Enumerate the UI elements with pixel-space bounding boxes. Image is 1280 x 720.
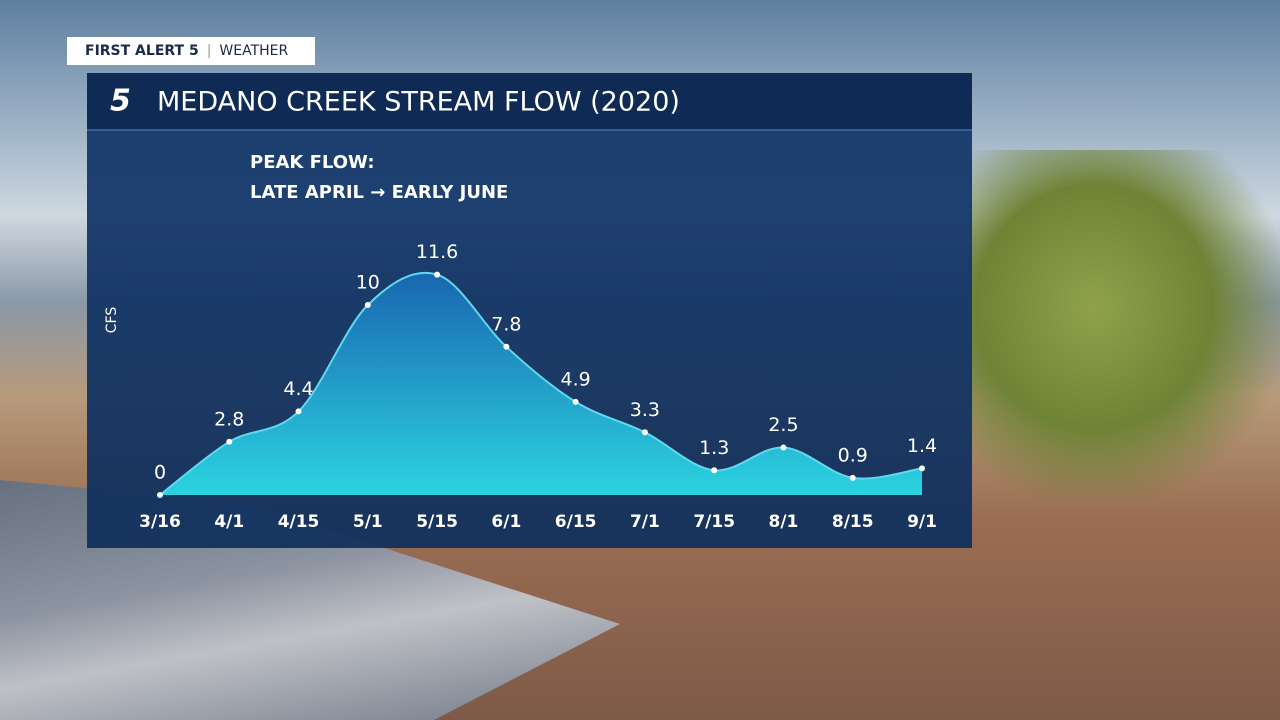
x-tick-label: 4/15 — [278, 512, 320, 532]
data-label: 2.5 — [768, 414, 798, 436]
x-tick-label: 6/15 — [555, 512, 597, 532]
point — [711, 467, 718, 474]
background-trees — [970, 150, 1280, 500]
data-label: 1.3 — [699, 437, 729, 459]
data-label: 4.9 — [561, 368, 591, 390]
x-tick-label: 4/1 — [214, 512, 244, 532]
brand-section: WEATHER — [219, 43, 289, 59]
data-label: 1.4 — [907, 435, 937, 457]
point — [295, 408, 302, 415]
x-tick-label: 5/1 — [353, 512, 383, 532]
x-tick-label: 5/15 — [416, 512, 458, 532]
brand-tag: FIRST ALERT 5 | WEATHER — [67, 37, 315, 65]
x-tick-label: 8/15 — [832, 512, 874, 532]
point — [503, 343, 510, 350]
point — [641, 429, 648, 436]
annotation: PEAK FLOW: — [250, 152, 375, 173]
data-label: 3.3 — [630, 399, 660, 421]
annotation: LATE APRIL → EARLY JUNE — [250, 182, 508, 203]
data-label: 0.9 — [838, 444, 868, 466]
point — [226, 438, 233, 445]
x-tick-label: 7/1 — [630, 512, 660, 532]
point — [849, 474, 856, 481]
point — [572, 398, 579, 405]
logo: 5 — [110, 84, 131, 119]
data-label: 0 — [154, 462, 166, 484]
title-bar — [87, 73, 972, 130]
data-label: 10 — [356, 272, 380, 294]
point — [780, 444, 787, 451]
x-tick-label: 8/1 — [769, 512, 799, 532]
x-tick-label: 7/15 — [693, 512, 735, 532]
chart-title: MEDANO CREEK STREAM FLOW (2020) — [157, 87, 680, 118]
data-label: 7.8 — [491, 313, 521, 335]
brand-name: FIRST ALERT 5 — [85, 43, 199, 59]
data-label: 4.4 — [283, 378, 313, 400]
point — [364, 302, 371, 308]
separator: | — [206, 43, 212, 59]
point — [157, 492, 163, 498]
point — [434, 271, 441, 278]
point — [919, 465, 925, 472]
x-tick-label: 3/16 — [139, 512, 181, 532]
x-tick-label: 9/1 — [907, 512, 937, 532]
y-axis-label: CFS — [104, 307, 120, 334]
data-label: 11.6 — [416, 241, 458, 263]
data-label: 2.8 — [214, 408, 244, 430]
x-tick-label: 6/1 — [491, 512, 521, 532]
